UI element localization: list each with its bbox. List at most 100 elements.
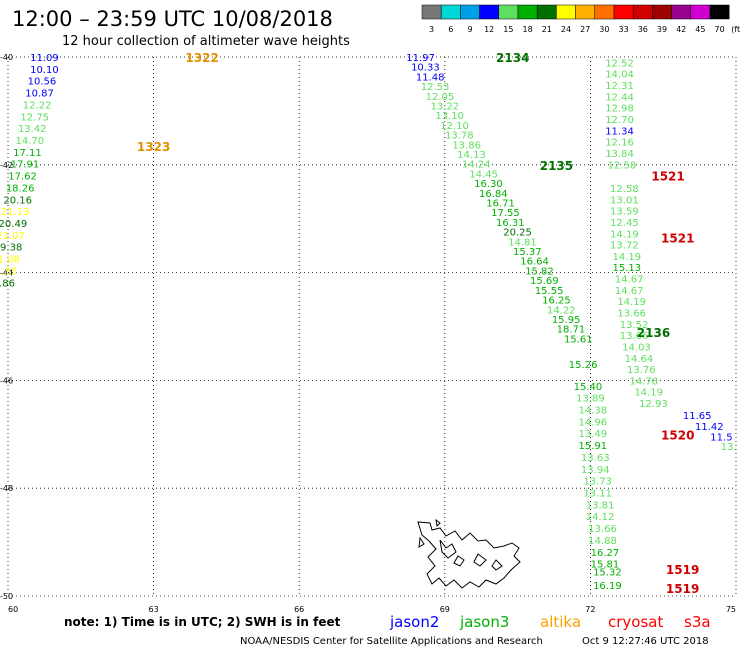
legend-tick-label: 9 (467, 25, 472, 34)
swh-observation: 19.86 (0, 278, 15, 289)
swh-observation: 12.44 (605, 92, 634, 103)
swh-observation: 15.61 (564, 334, 593, 345)
swh-observation: 11.48 (416, 72, 445, 83)
swh-observation: 13.63 (581, 453, 610, 464)
pass-id-label: 1519 (666, 582, 699, 596)
swh-observation: 16.27 (591, 548, 620, 559)
swh-observation: 11.5 (710, 432, 732, 443)
legend-tick-label: 18 (523, 25, 533, 34)
swh-observation: 12.58 (608, 160, 637, 171)
swh-observation: 14.45 (469, 169, 498, 180)
swh-observation: 17.62 (8, 172, 37, 183)
legend-tick-label: 12 (484, 25, 494, 34)
swh-observation: 21.08 (0, 255, 20, 266)
observation-layer: 11.0910.1010.5610.8712.2212.7513.4214.70… (0, 53, 737, 592)
lon-label: 63 (149, 605, 159, 614)
pass-id-label: 1323 (137, 140, 170, 154)
swh-observation: 12.98 (605, 104, 634, 115)
legend-tick-label: 24 (561, 25, 571, 34)
pass-id-label: 1521 (651, 170, 684, 184)
pass-id-label: 2134 (496, 51, 529, 65)
swh-observation: 14.12 (586, 512, 615, 523)
legend-tick-label: 21 (542, 25, 552, 34)
swh-observation: 14.19 (610, 229, 639, 240)
swh-observation: 12.05 (426, 92, 455, 103)
satellite-name-cryosat: cryosat (608, 613, 663, 631)
swh-observation: 13. (721, 442, 737, 453)
lat-label: -40 (0, 53, 13, 62)
swh-observation: 16.64 (520, 257, 549, 268)
swh-observation: 13.66 (620, 331, 649, 342)
swh-observation: 14.96 (579, 417, 608, 428)
swh-observation: 14.19 (612, 252, 641, 263)
swh-observation: 18.71 (557, 325, 586, 336)
lon-label: 69 (440, 605, 450, 614)
swh-observation: 14.24 (462, 160, 491, 171)
swh-observation: 21.55 (0, 266, 17, 277)
swh-observation: 17.11 (13, 148, 42, 159)
swh-observation: 13.94 (581, 465, 610, 476)
pass-id-label: 1521 (661, 232, 694, 246)
legend-swatch (440, 4, 461, 20)
satellite-name-s3a: s3a (684, 613, 711, 631)
legend-swatch (690, 4, 711, 20)
legend-tick-label: 33 (619, 25, 629, 34)
pass-id-label: 2135 (540, 159, 573, 173)
swh-observation: 19.38 (0, 243, 22, 254)
swh-observation: 13.78 (445, 131, 474, 142)
swh-observation: 16.31 (496, 218, 525, 229)
lon-label: 60 (8, 605, 18, 614)
swh-observation: 15.55 (535, 286, 564, 297)
lon-label: 72 (585, 605, 595, 614)
swh-observation: 16.25 (542, 296, 571, 307)
swh-observation: 13.42 (18, 124, 47, 135)
legend-swatch (517, 4, 538, 20)
swh-observation: 16.84 (479, 189, 508, 200)
legend-tick-label: 15 (503, 25, 513, 34)
legend-swatch (421, 4, 442, 20)
lat-label: -42 (0, 161, 13, 170)
swh-observation: 13.76 (627, 365, 656, 376)
lat-label: -46 (0, 376, 13, 385)
swh-observation: 14.81 (508, 237, 537, 248)
swh-observation: 14.70 (16, 136, 45, 147)
swh-observation: 10.10 (30, 65, 59, 76)
lat-label: -50 (0, 592, 13, 601)
swh-observation: 14.38 (579, 406, 608, 417)
satellite-name-jason3: jason3 (459, 613, 509, 631)
swh-observation: 20.49 (0, 219, 27, 230)
swh-observation: 21.07 (0, 231, 25, 242)
swh-observation: 13.72 (610, 241, 639, 252)
footer-timestamp: Oct 9 12:27:46 UTC 2018 (582, 636, 709, 647)
swh-observation: 15.95 (552, 315, 581, 326)
pass-id-label: 1519 (666, 563, 699, 577)
swh-observation: 13.11 (583, 489, 612, 500)
legend-tick-label: 27 (580, 25, 590, 34)
swh-observation: 13.86 (452, 140, 481, 151)
swh-observation: 15.32 (593, 568, 622, 579)
swh-observation: 13.66 (617, 308, 646, 319)
legend-swatch (556, 4, 576, 20)
swh-observation: 10.33 (411, 63, 440, 74)
swh-observation: 10.56 (28, 77, 57, 88)
lat-label: -48 (0, 484, 13, 493)
swh-observation: 12.31 (605, 81, 634, 92)
satellite-name-jason2: jason2 (389, 613, 439, 631)
map-title: 12:00 – 23:59 UTC 10/08/2018 (12, 7, 333, 31)
swh-observation: 14.67 (615, 286, 644, 297)
swh-observation: 13.10 (435, 111, 464, 122)
swh-observation: 13.49 (579, 429, 608, 440)
swh-observation: 15.26 (569, 360, 598, 371)
legend-swatch (460, 4, 480, 20)
swh-observation: 13.22 (430, 102, 459, 113)
legend-swatch (652, 4, 672, 20)
lat-lon-grid: -40 -42 -44 -46 -48 -50 60 63 66 69 72 75 (0, 53, 737, 614)
swh-observation: 15.37 (513, 247, 542, 258)
swh-observation: 12.75 (20, 112, 49, 123)
swh-observation: 15.13 (612, 263, 641, 274)
swh-observation: 20.25 (503, 228, 532, 239)
swh-observation: 14.67 (615, 275, 644, 286)
swh-observation: 14.19 (617, 297, 646, 308)
swh-observation: 11.09 (30, 53, 59, 64)
